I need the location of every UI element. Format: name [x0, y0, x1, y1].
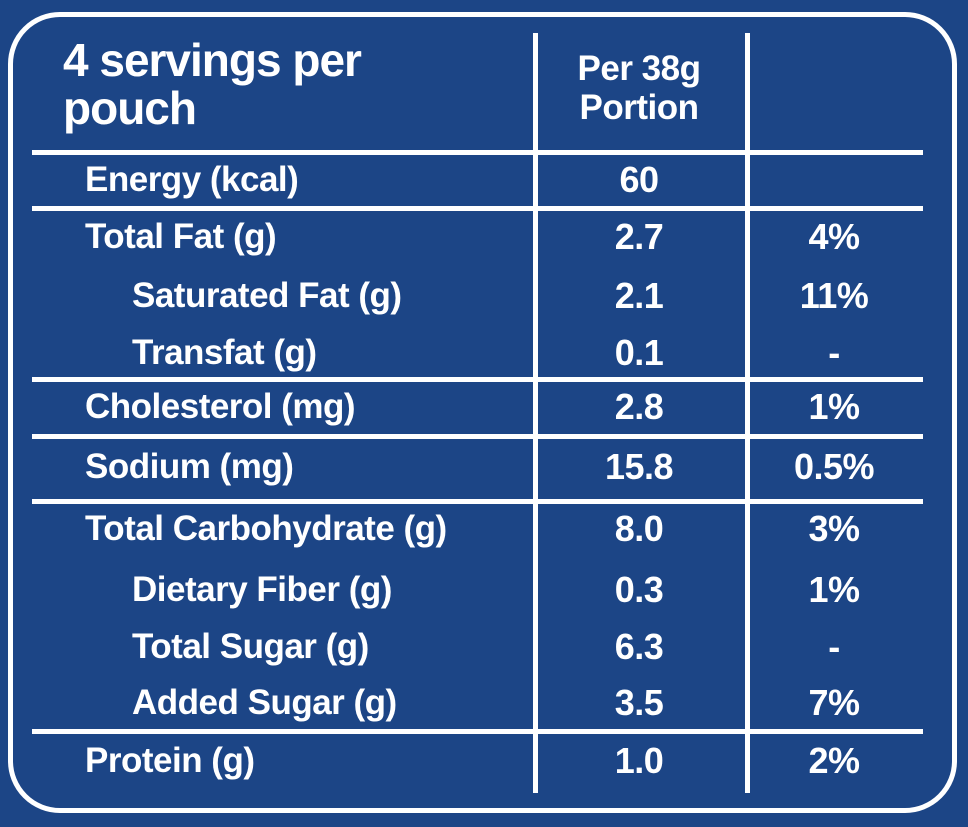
table-row-total-sugar: Total Sugar (g) 6.3 -	[32, 618, 923, 676]
table-row-total-carbohydrate: Total Carbohydrate (g) 8.0 3%	[32, 500, 923, 558]
table-row-sodium: Sodium (mg) 15.8 0.5%	[32, 438, 923, 496]
nutrient-value: 2.7	[614, 216, 664, 257]
rule-under-sodium	[32, 499, 923, 504]
nutrient-label: Total Fat (g)	[85, 217, 277, 256]
nutrient-dv: 3%	[808, 508, 860, 549]
column-divider-2	[745, 33, 750, 793]
nutrient-dv: 0.5%	[793, 446, 875, 487]
nutrient-value: 8.0	[614, 508, 664, 549]
nutrient-value: 2.1	[614, 275, 664, 316]
nutrient-value: 2.8	[614, 386, 664, 427]
nutrient-dv: -	[828, 626, 840, 667]
column-divider-1	[533, 33, 538, 793]
nutrient-label: Energy (kcal)	[85, 159, 299, 199]
table-row-saturated-fat: Saturated Fat (g) 2.1 11%	[32, 267, 923, 325]
nutrient-value: 0.1	[614, 332, 664, 373]
nutrient-value: 0.3	[614, 569, 664, 610]
nutrient-label: Total Carbohydrate (g)	[85, 509, 447, 548]
table-row-energy: Energy (kcal) 60	[32, 153, 923, 206]
nutrient-dv: -	[828, 332, 840, 373]
nutrient-label: Saturated Fat (g)	[132, 276, 402, 315]
nutrient-value: 3.5	[614, 682, 664, 723]
nutrient-dv: 4%	[808, 216, 860, 257]
table-row-total-fat: Total Fat (g) 2.7 4%	[32, 208, 923, 266]
nutrient-label: Added Sugar (g)	[132, 683, 397, 722]
nutrient-dv: 1%	[808, 569, 860, 610]
rule-under-cholesterol	[32, 434, 923, 439]
portion-column-header: Per 38g Portion	[577, 49, 701, 127]
nutrient-label: Cholesterol (mg)	[85, 387, 356, 426]
table-row-transfat: Transfat (g) 0.1 -	[32, 324, 923, 382]
rule-under-added-sugar	[32, 729, 923, 734]
table-row-protein: Protein (g) 1.0 2%	[32, 732, 923, 790]
table-row-cholesterol: Cholesterol (mg) 2.8 1%	[32, 378, 923, 436]
rule-under-energy	[32, 206, 923, 211]
table-row-dietary-fiber: Dietary Fiber (g) 0.3 1%	[32, 561, 923, 619]
table-row-added-sugar: Added Sugar (g) 3.5 7%	[32, 674, 923, 732]
nutrient-value: 6.3	[614, 626, 664, 667]
nutrient-label: Sodium (mg)	[85, 447, 294, 486]
nutrient-label: Total Sugar (g)	[132, 627, 369, 666]
nutrient-label: Dietary Fiber (g)	[132, 570, 392, 609]
nutrient-dv: 11%	[799, 275, 869, 316]
nutrient-dv: 2%	[808, 740, 860, 781]
nutrient-value: 15.8	[604, 446, 674, 487]
servings-per-pouch-label: 4 servings per pouch	[63, 34, 362, 135]
header-row: 4 servings per pouch Per 38g Portion	[32, 36, 923, 148]
nutrient-dv: 1%	[808, 386, 860, 427]
rule-under-transfat	[32, 377, 923, 382]
rule-under-header	[32, 150, 923, 155]
nutrient-label: Transfat (g)	[132, 333, 317, 372]
nutrient-value: 1.0	[614, 740, 664, 781]
nutrient-dv: 7%	[808, 682, 860, 723]
nutrient-label: Protein (g)	[85, 741, 255, 780]
nutrient-value: 60	[619, 158, 659, 200]
label-rounded-border	[8, 12, 957, 813]
